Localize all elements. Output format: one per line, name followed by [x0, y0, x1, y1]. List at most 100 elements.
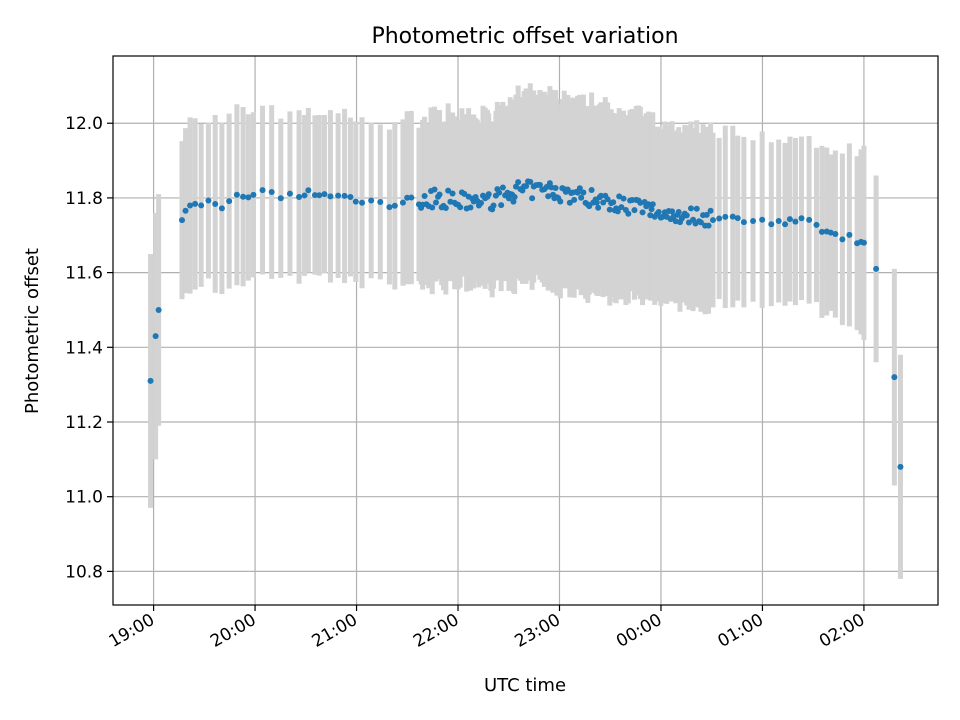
data-point: [485, 191, 492, 198]
data-point: [729, 213, 736, 220]
data-point: [716, 215, 723, 222]
x-tick-label: 23:00: [512, 610, 564, 652]
data-point: [631, 207, 638, 214]
error-bars: [148, 83, 903, 579]
x-axis: 19:00 20:00 21:00 22:00 23:00 00:00 01:00 02:00: [106, 605, 868, 652]
data-point: [512, 183, 519, 190]
chart-title: Photometric offset variation: [371, 24, 678, 49]
data-point: [377, 198, 384, 205]
data-point: [588, 186, 595, 193]
data-point: [240, 193, 247, 200]
data-point: [675, 208, 682, 215]
data-point: [301, 192, 308, 199]
data-point: [527, 178, 534, 185]
data-point: [832, 231, 839, 238]
data-point: [515, 179, 522, 186]
data-point: [786, 216, 793, 223]
y-tick-label: 12.0: [65, 114, 103, 134]
data-point: [449, 190, 456, 197]
data-point: [499, 184, 506, 191]
data-point: [192, 200, 199, 207]
x-tick-label: 20:00: [207, 610, 259, 652]
data-point: [659, 213, 666, 220]
data-point: [593, 199, 600, 206]
x-tick-label: 00:00: [613, 610, 665, 652]
data-point: [574, 189, 581, 196]
x-tick-label: 01:00: [715, 610, 767, 652]
data-point: [226, 198, 233, 205]
data-point: [529, 195, 536, 202]
data-point: [545, 193, 552, 200]
y-tick-label: 11.8: [65, 189, 103, 209]
data-point: [578, 194, 585, 201]
data-point: [620, 195, 627, 202]
data-point: [341, 192, 348, 199]
data-point: [552, 184, 559, 191]
data-point: [827, 229, 834, 236]
data-point: [268, 189, 275, 196]
data-point: [759, 216, 766, 223]
data-point: [496, 189, 503, 196]
data-point: [600, 199, 607, 206]
data-point: [775, 218, 782, 225]
data-point: [710, 217, 717, 224]
data-point: [147, 377, 154, 384]
plot-frame: [112, 55, 939, 606]
data-point: [212, 200, 219, 207]
data-point: [891, 374, 898, 381]
data-point: [490, 202, 497, 209]
data-point: [734, 215, 741, 222]
data-point: [198, 202, 205, 209]
data-point: [750, 217, 757, 224]
y-tick-label: 10.8: [65, 562, 103, 582]
data-point: [442, 205, 449, 212]
data-point: [873, 265, 880, 272]
data-point: [649, 201, 656, 208]
data-point: [813, 221, 820, 228]
data-point: [655, 208, 662, 215]
data-point: [610, 199, 617, 206]
data-point: [445, 187, 452, 194]
data-point: [498, 202, 505, 209]
data-point: [477, 199, 484, 206]
data-point: [614, 208, 621, 215]
data-point: [511, 193, 518, 200]
data-point: [155, 306, 162, 313]
x-tick-label: 21:00: [309, 610, 361, 652]
data-point: [352, 198, 359, 205]
data-point: [399, 199, 406, 206]
x-tick-label: 02:00: [816, 610, 868, 652]
x-axis-label: UTC time: [484, 675, 566, 696]
data-point: [798, 215, 805, 222]
data-point: [457, 204, 464, 211]
data-point: [408, 194, 415, 201]
data-point: [782, 221, 789, 228]
data-point: [703, 211, 710, 218]
data-point: [433, 199, 440, 206]
data-point: [311, 192, 318, 199]
y-tick-label: 11.2: [65, 413, 103, 433]
data-point: [580, 189, 587, 196]
data-point: [250, 191, 257, 198]
data-point: [839, 236, 846, 243]
data-point: [576, 185, 583, 192]
y-axis: 10.8 11.0 11.2 11.4 11.6 11.8 12.0: [65, 114, 113, 582]
data-point: [523, 183, 530, 190]
data-point: [604, 196, 611, 203]
data-point: [722, 213, 729, 220]
data-point: [818, 228, 825, 235]
data-point: [152, 333, 159, 340]
data-point: [693, 205, 700, 212]
data-point: [618, 204, 625, 211]
data-point: [571, 196, 578, 203]
y-tick-label: 11.6: [65, 264, 103, 284]
data-point: [697, 219, 704, 226]
data-point: [436, 191, 443, 198]
data-point: [639, 209, 646, 216]
data-point: [687, 205, 694, 212]
data-point: [606, 206, 613, 213]
data-point: [705, 222, 712, 229]
data-point: [187, 202, 194, 209]
data-point: [391, 202, 398, 209]
